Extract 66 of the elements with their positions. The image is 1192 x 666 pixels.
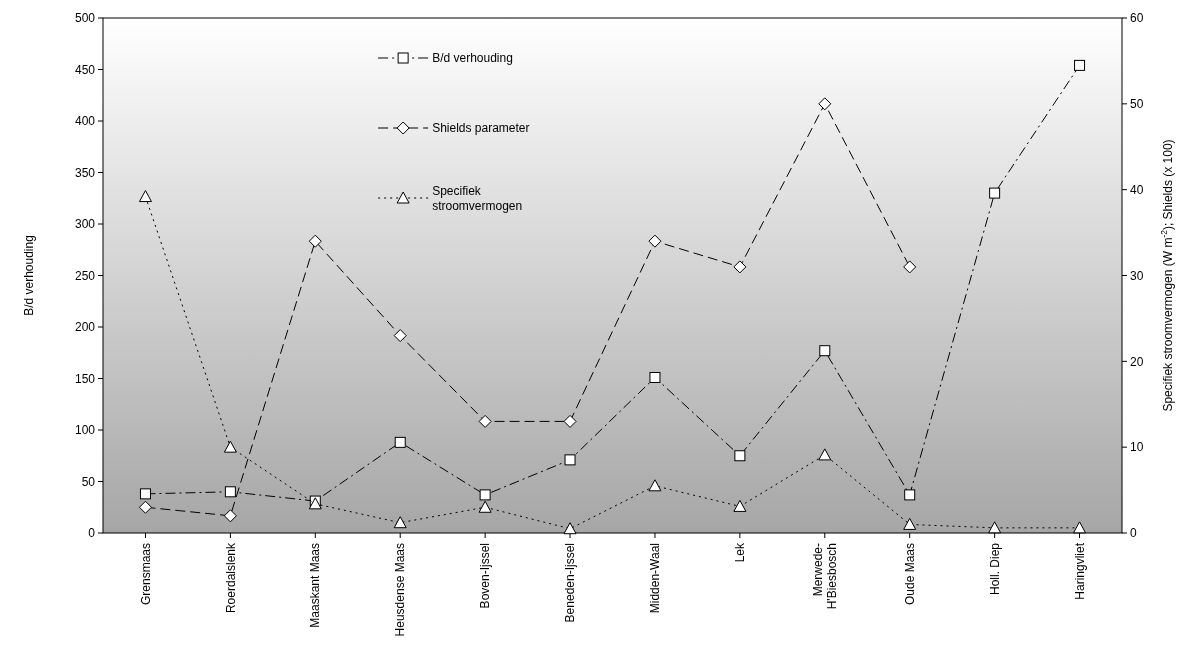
- x-tick-label: Grensmaas: [138, 543, 153, 606]
- x-tick-label: Boven-Ijssel: [478, 543, 493, 609]
- y2-tick-label: 60: [1130, 11, 1144, 26]
- point: [903, 260, 917, 274]
- point: [394, 436, 406, 448]
- point: [138, 500, 152, 514]
- point: [393, 329, 407, 343]
- legend-label: Specifiek stroomvermogen: [432, 184, 523, 213]
- y2-tick-label: 30: [1130, 268, 1144, 283]
- point: [479, 489, 491, 501]
- y-axis-title: B/d verhouding: [22, 235, 36, 316]
- x-tick-label: Maaskant Maas: [308, 543, 323, 628]
- point: [139, 488, 151, 500]
- y-tick-label: 250: [74, 268, 96, 283]
- point: [564, 454, 576, 466]
- point: [478, 414, 492, 428]
- y-tick-label: 300: [74, 217, 96, 232]
- point: [138, 190, 152, 203]
- point: [563, 522, 577, 535]
- y-tick-label: 400: [74, 114, 96, 129]
- x-tick-label: Oude Maas: [902, 543, 917, 606]
- x-tick-label: Haringvliet: [1072, 542, 1087, 600]
- point: [1074, 59, 1086, 71]
- point: [818, 97, 832, 111]
- y-tick-label: 150: [74, 371, 96, 386]
- x-tick-label: Roerdalslenk: [223, 542, 238, 614]
- y-tick-label: 0: [88, 526, 96, 541]
- point: [393, 516, 407, 529]
- x-tick-label: Lek: [733, 542, 748, 563]
- x-tick-label: Holl. Diep: [987, 542, 1002, 596]
- y-tick-label: 100: [74, 423, 96, 438]
- point: [903, 517, 917, 530]
- y2-tick-label: 0: [1130, 526, 1137, 541]
- y2-tick-label: 50: [1130, 97, 1144, 112]
- x-tick-label: Beneden-Ijssel: [563, 543, 578, 623]
- point: [563, 414, 577, 428]
- point: [223, 440, 237, 453]
- point: [733, 499, 747, 512]
- y-tick-label: 50: [81, 474, 96, 489]
- y-tick-label: 200: [74, 320, 96, 335]
- y2-tick-label: 10: [1130, 440, 1144, 455]
- point: [648, 479, 662, 492]
- y-tick-label: 500: [74, 11, 96, 26]
- point: [308, 234, 322, 248]
- y-tick-label: 350: [74, 165, 96, 180]
- point: [478, 500, 492, 513]
- legend-label: Shields parameter: [432, 121, 530, 136]
- y-tick-label: 450: [74, 62, 96, 77]
- point: [819, 345, 831, 357]
- x-tick-label: Heusdense Maas: [393, 543, 408, 637]
- legend-label: B/d verhouding: [432, 51, 513, 66]
- point: [1073, 521, 1087, 534]
- x-tick-label: Midden-Waal: [648, 543, 663, 614]
- point: [648, 234, 662, 248]
- y2-tick-label: 20: [1130, 354, 1144, 369]
- y2-tick-label: 40: [1130, 182, 1144, 197]
- point: [818, 448, 832, 461]
- point: [989, 187, 1001, 199]
- point: [988, 521, 1002, 534]
- x-tick-label: Merwede-H'Biesbosch: [811, 543, 839, 610]
- point: [734, 450, 746, 462]
- point: [224, 486, 236, 498]
- point: [733, 260, 747, 274]
- point: [904, 489, 916, 501]
- point: [223, 509, 237, 523]
- point: [649, 371, 661, 383]
